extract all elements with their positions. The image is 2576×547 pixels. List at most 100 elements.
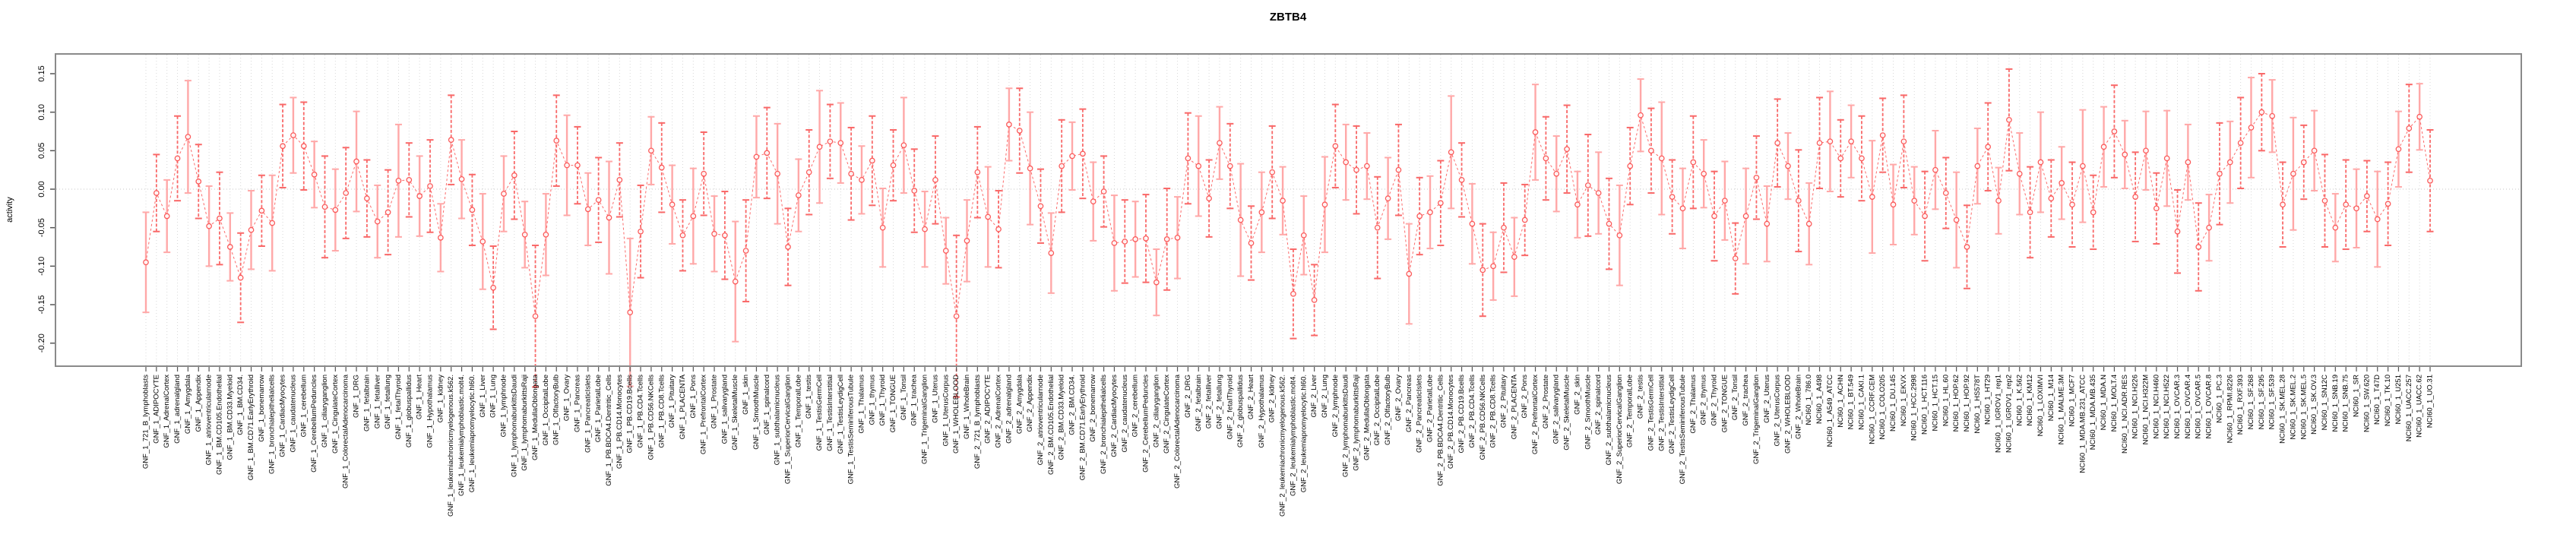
x-tick-label: GNF_1_ParietalLobe: [594, 375, 603, 442]
data-point: [311, 171, 318, 178]
x-tick-label: GNF_2_TONGUE: [1720, 375, 1729, 432]
x-tick-label: GNF_1_caudatenucleus: [289, 375, 297, 453]
data-point: [1669, 194, 1676, 200]
x-tick-label: NCI60_1_TK.10: [2384, 375, 2392, 426]
x-tick-label: GNF_1_bonemarrow: [258, 375, 266, 442]
x-tick-label: NCI60_1_786.0: [1805, 375, 1813, 425]
data-point: [406, 176, 413, 183]
error-bar: [1774, 98, 1781, 188]
data-point: [1006, 122, 1012, 128]
data-point: [1395, 166, 1402, 173]
x-tick-label: GNF_1_leukemiachronicmyelogenous.k562.: [447, 375, 455, 517]
x-tick-label: GNF_2_Pituitary: [1499, 375, 1508, 428]
x-tick-label: GNF_1_Lung: [489, 375, 498, 418]
data-point: [374, 218, 381, 225]
x-tick-label: GNF_1_DRG: [353, 375, 361, 418]
x-tick-label: GNF_1_BM.CD71.EarlyErythroid: [247, 375, 255, 480]
x-tick-label: GNF_1_PB.CD4.Tcells: [637, 375, 645, 448]
data-point: [1479, 267, 1486, 274]
x-tick-label: NCI60_1_OVCAR.4: [2184, 375, 2192, 438]
data-point: [153, 190, 160, 196]
data-point: [248, 226, 255, 233]
x-tick-label: NCI60_1_IGROV1_rep2: [2005, 375, 2013, 453]
data-point: [553, 138, 560, 144]
x-tick-label: GNF_1_CerebellumPeduncles: [310, 375, 318, 473]
data-point: [1037, 203, 1044, 210]
data-point: [280, 143, 286, 150]
x-tick-label: GNF_2_WholeBrain: [1794, 375, 1802, 439]
data-point: [701, 170, 707, 177]
data-point: [2163, 155, 2170, 162]
data-point: [1385, 195, 1391, 202]
data-point: [985, 213, 992, 220]
x-tick-label: GNF_2_atrioventricularnode: [1036, 375, 1045, 465]
x-tick-label: GNF_2_UterusCorpus: [1774, 375, 1782, 447]
data-point: [237, 274, 244, 281]
error-bar: [2047, 159, 2055, 238]
error-bar: [363, 159, 371, 238]
x-tick-label: NCI60_1_PC.3: [2215, 375, 2223, 423]
data-point: [217, 215, 223, 222]
data-point: [1638, 112, 1644, 119]
x-tick-label: GNF_1_MedullaOblongata: [531, 374, 540, 460]
data-point: [2332, 224, 2339, 231]
data-point: [2048, 195, 2055, 202]
data-point: [1269, 169, 1276, 175]
data-point: [616, 176, 623, 183]
x-tick-label: GNF_2_lymphomaburkittsRaji: [1353, 375, 1361, 471]
data-point: [300, 143, 307, 150]
x-tick-label: NCI60_1_HCT.116: [1921, 375, 1929, 435]
data-point: [1226, 163, 1233, 169]
data-point: [321, 204, 328, 210]
x-tick-label: GNF_1_Liver: [479, 375, 487, 418]
x-tick-label: GNF_2_PancreaticIslets: [1416, 375, 1424, 453]
data-point: [1900, 138, 1907, 145]
data-point: [1701, 170, 1707, 177]
data-point: [2300, 159, 2307, 166]
data-point: [343, 190, 350, 196]
data-point: [1321, 201, 1328, 208]
data-point: [1258, 209, 1265, 216]
x-tick-label: NCI60_1_SF.539: [2268, 375, 2277, 429]
x-tick-label: GNF_2_fetallung: [1215, 375, 1223, 429]
data-point: [1490, 263, 1496, 270]
x-tick-label: NCI60_1_HOP.62: [1952, 375, 1960, 432]
data-point: [2195, 244, 2202, 250]
data-point: [1521, 217, 1528, 223]
data-point: [1248, 240, 1255, 246]
data-point: [1122, 239, 1128, 245]
data-point: [564, 162, 570, 169]
x-tick-label: NCI60_1_HS578T: [1973, 375, 1982, 434]
data-point: [2185, 159, 2191, 166]
x-tick-label: GNF_1_AdrenalCortex: [163, 375, 171, 448]
x-tick-label: GNF_2_testis: [1637, 375, 1645, 419]
data-point: [206, 223, 212, 229]
x-tick-label: NCI60_1_U251: [2394, 375, 2403, 425]
x-tick-label: GNF_2_Heart: [1247, 375, 1255, 419]
x-tick-label: NCI60_1_K.562: [2015, 375, 2024, 426]
data-point: [2406, 125, 2413, 131]
data-point: [1827, 138, 1834, 145]
data-point: [269, 220, 276, 226]
data-point: [143, 259, 149, 266]
data-point: [1574, 201, 1581, 208]
data-point: [1848, 138, 1854, 145]
data-point: [1595, 190, 1602, 196]
x-tick-label: GNF_1_ADIPOCYTE: [152, 375, 160, 444]
x-tick-label: NCI60_1_UACC.257: [2405, 375, 2413, 441]
x-tick-label: NCI60_1_KM12: [2026, 375, 2034, 426]
y-axis-title: activity: [5, 197, 14, 223]
data-point: [574, 162, 581, 169]
data-point: [1564, 146, 1570, 153]
data-point: [732, 278, 739, 285]
data-point: [742, 248, 749, 254]
x-tick-label: GNF_2_TestisSeminiferousTubule: [1679, 375, 1687, 484]
data-point: [1922, 213, 1928, 220]
x-tick-label: GNF_1_Appendix: [195, 375, 203, 432]
data-point: [679, 232, 686, 239]
error-bar: [784, 207, 792, 286]
x-tick-label: GNF_2_trachea: [1742, 374, 1750, 425]
x-tick-label: NCI60_1_CAKI.1: [1857, 375, 1866, 430]
data-point: [332, 207, 339, 213]
data-point: [953, 313, 960, 320]
